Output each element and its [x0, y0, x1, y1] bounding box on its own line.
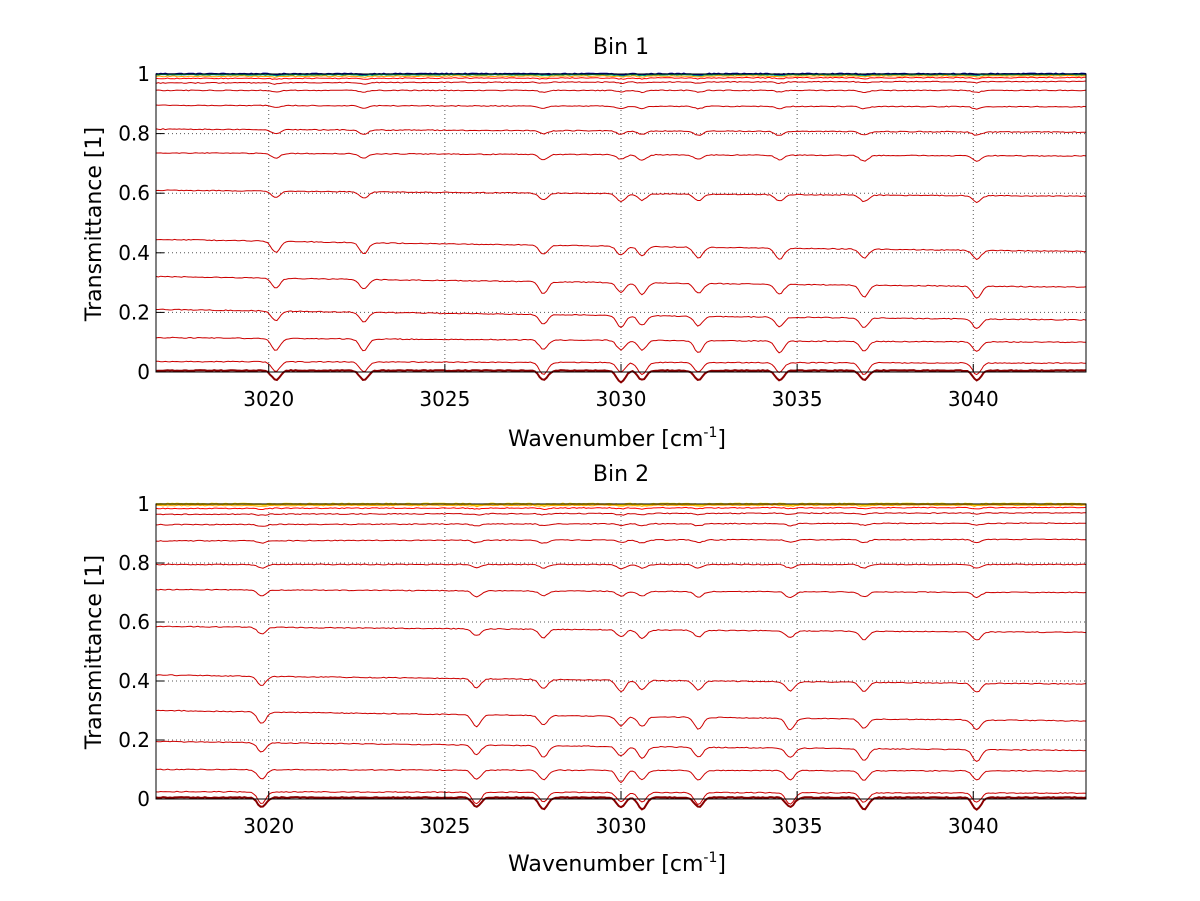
series-line: [155, 89, 1087, 94]
y-tick-label: 1: [137, 62, 150, 86]
series-line: [155, 504, 1087, 508]
x-tick-label: 3035: [772, 814, 823, 838]
series-line: [155, 796, 1087, 811]
series-line: [155, 709, 1087, 731]
series-line: [155, 104, 1087, 110]
series-line: [155, 275, 1087, 299]
series-line: [155, 80, 1087, 85]
y-tick-label: 0.6: [118, 181, 150, 205]
series-line: [155, 563, 1087, 570]
x-tick-label: 3030: [596, 814, 647, 838]
x-tick-label: 3025: [419, 814, 470, 838]
x-tick-label: 3025: [419, 387, 470, 411]
x-tick-label: 3020: [243, 814, 294, 838]
x-axis-label: Wavenumber [cm-1]: [508, 425, 726, 452]
x-tick-label: 3030: [596, 387, 647, 411]
y-axis-label: Transmittance [1]: [82, 555, 107, 750]
series-line: [155, 76, 1086, 80]
series-line: [155, 625, 1087, 641]
y-tick-label: 0: [137, 787, 150, 811]
y-tick-label: 0.2: [118, 728, 150, 752]
series-line: [155, 674, 1087, 693]
series-line: [155, 740, 1087, 762]
series-line: [156, 152, 1087, 162]
x-tick-label: 3040: [948, 387, 999, 411]
x-axis-label: Wavenumber [cm-1]: [508, 850, 726, 877]
series-line: [156, 308, 1087, 329]
series-line: [155, 74, 1087, 78]
series-line: [155, 538, 1087, 544]
y-tick-label: 0.6: [118, 610, 150, 634]
series-line: [155, 768, 1087, 784]
series-line: [155, 189, 1087, 204]
y-tick-label: 0.4: [118, 669, 150, 693]
y-tick-label: 0.8: [118, 551, 150, 575]
series-line: [155, 522, 1086, 527]
y-tick-label: 0.2: [118, 300, 150, 324]
series-line: [155, 238, 1087, 261]
y-tick-label: 1: [137, 492, 150, 516]
chart-title: Bin 2: [593, 462, 649, 487]
chart-panel-bin-1: Bin 1 3020 3025 3030 3035 3040 0 0.2 0.4 0.6 0.8 1…: [82, 35, 1087, 452]
x-tick-label: 3040: [948, 814, 999, 838]
y-tick-label: 0.4: [118, 241, 150, 265]
series-line: [155, 790, 1087, 806]
y-tick-label: 0: [137, 360, 150, 384]
series-line: [155, 588, 1087, 599]
series-line: [156, 511, 1086, 516]
series-line: [156, 73, 1087, 77]
chart-panel-bin-2: Bin 2 3020 3025 3030 3035 3040 0 0.2 0.4 0.6 0.8 1…: [82, 462, 1087, 877]
chart-title: Bin 1: [593, 35, 649, 60]
x-tick-label: 3020: [243, 387, 294, 411]
series-line: [155, 506, 1087, 511]
x-tick-label: 3035: [772, 387, 823, 411]
series-line: [155, 336, 1087, 354]
series-line: [155, 128, 1086, 136]
y-axis-label: Transmittance [1]: [82, 127, 107, 322]
series-line: [155, 369, 1087, 384]
y-tick-label: 0.8: [118, 122, 150, 146]
